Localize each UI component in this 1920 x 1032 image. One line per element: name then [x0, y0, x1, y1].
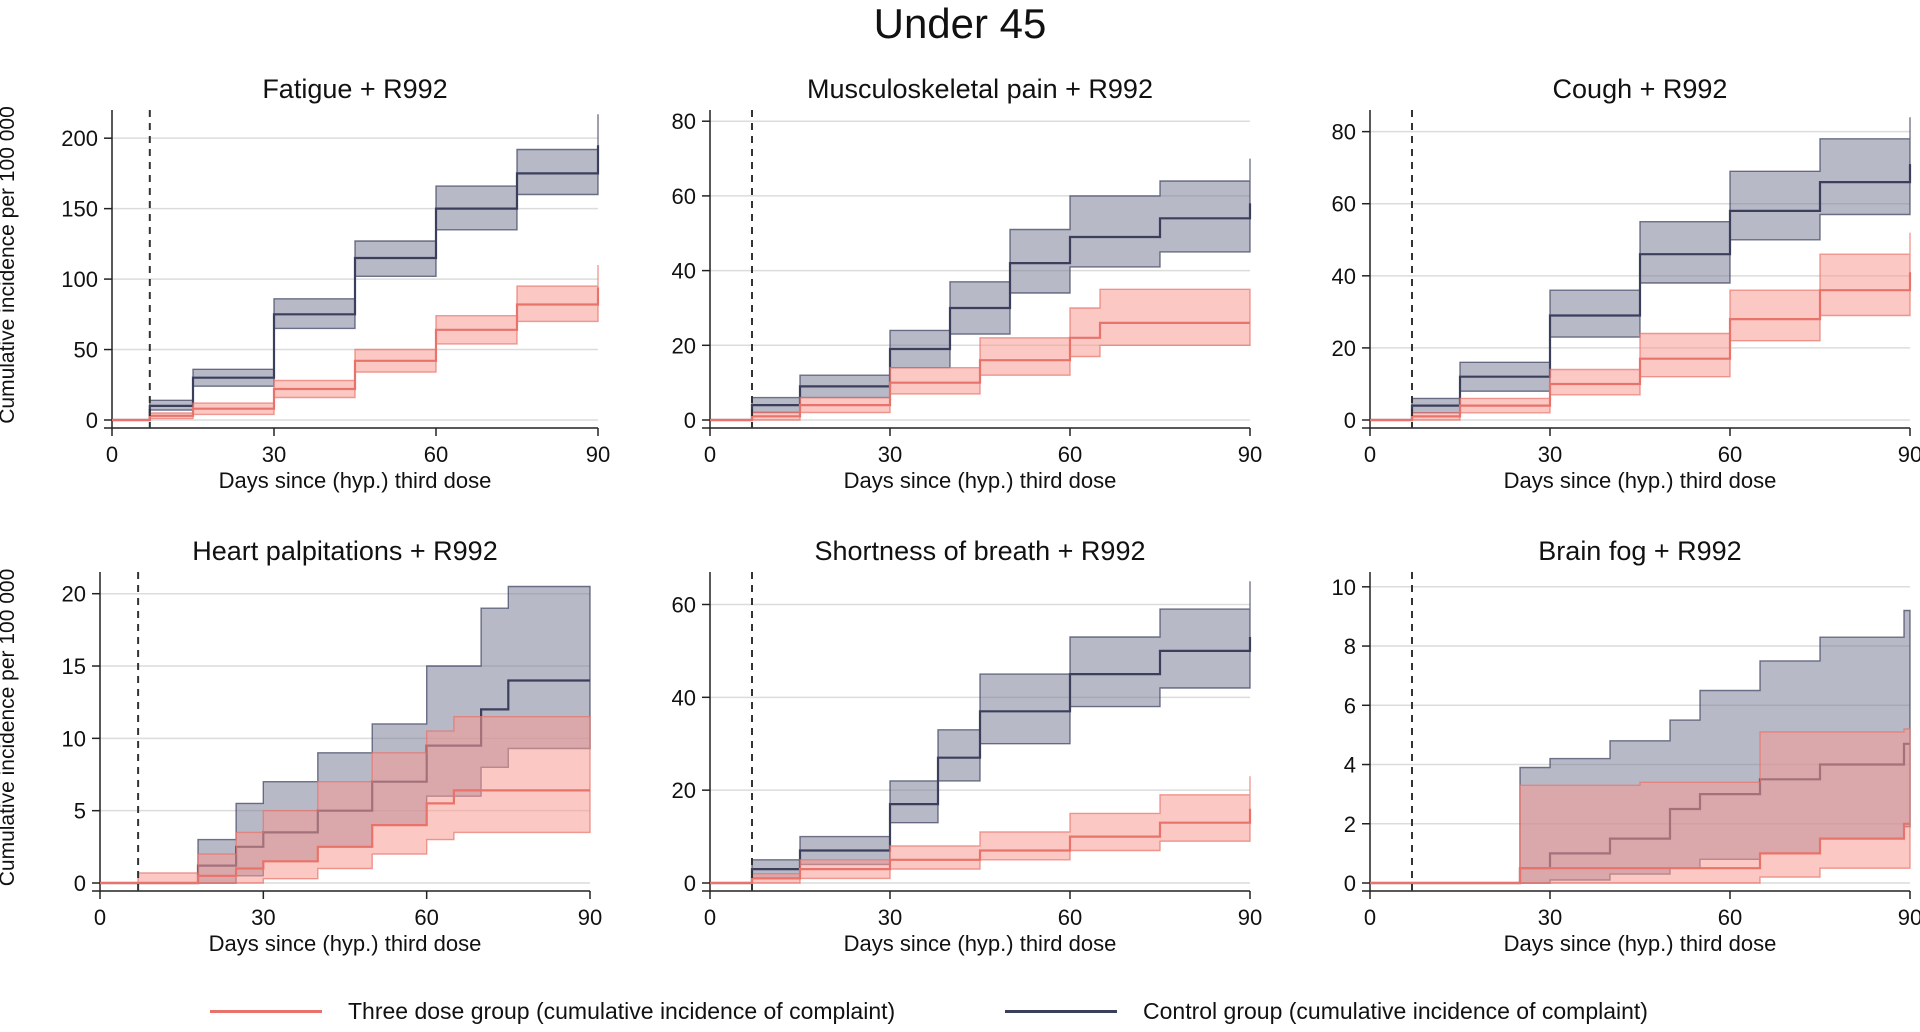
x-axis-label: Days since (hyp.) third dose — [219, 468, 492, 493]
y-tick-label: 10 — [62, 726, 86, 751]
y-tick-label: 60 — [672, 184, 696, 209]
x-tick-label: 0 — [1364, 442, 1376, 467]
x-tick-label: 0 — [704, 442, 716, 467]
x-axis-label: Days since (hyp.) third dose — [1504, 931, 1777, 956]
legend-label-control: Control group (cumulative incidence of c… — [1143, 998, 1648, 1024]
x-tick-label: 0 — [704, 905, 716, 930]
x-tick-label: 30 — [1538, 442, 1562, 467]
y-tick-label: 6 — [1344, 693, 1356, 718]
x-tick-label: 90 — [1898, 905, 1920, 930]
ci-band-three-dose — [710, 776, 1251, 884]
y-tick-label: 60 — [1332, 192, 1356, 217]
panel-title: Shortness of breath + R992 — [815, 536, 1146, 566]
x-tick-label: 90 — [1898, 442, 1920, 467]
y-axis-label: Cumulative incidence per 100 000 — [0, 106, 19, 424]
y-tick-label: 20 — [672, 778, 696, 803]
ci-band-three-dose — [100, 716, 591, 884]
y-tick-label: 60 — [672, 592, 696, 617]
series-line-control — [710, 203, 1252, 422]
legend-item-three-dose: Three dose group (cumulative incidence o… — [210, 998, 895, 1025]
y-tick-label: 0 — [1344, 871, 1356, 896]
panel-title: Heart palpitations + R992 — [192, 536, 497, 566]
y-tick-label: 10 — [1332, 575, 1356, 600]
y-tick-label: 20 — [1332, 336, 1356, 361]
y-tick-label: 2 — [1344, 812, 1356, 837]
figure-title: Under 45 — [873, 0, 1047, 47]
x-tick-label: 90 — [1238, 442, 1262, 467]
y-tick-label: 0 — [1344, 408, 1356, 433]
y-axis-label: Cumulative incidence per 100 000 — [0, 569, 19, 887]
panel-2: 0 20 40 60 80 0 30 60 90 Days since (hyp.) third … — [672, 74, 1263, 493]
x-tick-label: 60 — [414, 905, 438, 930]
panel-title: Brain fog + R992 — [1538, 536, 1741, 566]
panel-3: 0 20 40 60 80 0 30 60 90 Days since (hyp.) third … — [1332, 74, 1920, 493]
legend: Three dose group (cumulative incidence o… — [0, 998, 1920, 1032]
legend-label-three-dose: Three dose group (cumulative incidence o… — [348, 998, 896, 1024]
y-tick-label: 0 — [684, 408, 696, 433]
y-tick-label: 150 — [61, 197, 98, 222]
x-tick-label: 0 — [1364, 905, 1376, 930]
series-line-control — [112, 145, 600, 422]
series-line-three-dose — [710, 321, 1250, 422]
x-tick-label: 60 — [1718, 442, 1742, 467]
series-line-control — [1370, 164, 1912, 422]
x-tick-label: 30 — [262, 442, 286, 467]
series-line-three-dose — [112, 287, 600, 422]
y-tick-label: 0 — [684, 871, 696, 896]
panel-title: Cough + R992 — [1553, 74, 1728, 104]
y-tick-label: 40 — [672, 259, 696, 284]
x-tick-label: 60 — [1058, 442, 1082, 467]
y-tick-label: 20 — [62, 582, 86, 607]
x-tick-label: 30 — [1538, 905, 1562, 930]
panel-5: 0 20 40 60 0 30 60 90 Days since (hyp.) third do… — [672, 536, 1263, 956]
y-tick-label: 50 — [74, 338, 98, 363]
y-tick-label: 80 — [1332, 120, 1356, 145]
y-tick-label: 0 — [86, 408, 98, 433]
panel-6: 0 2 4 6 8 10 0 30 60 90 Days since (hyp.) third do… — [1332, 536, 1920, 956]
x-tick-label: 90 — [1238, 905, 1262, 930]
panel-4: 0 5 10 15 20 0 30 60 90 Days since (hyp.) third d… — [0, 536, 602, 956]
x-tick-label: 0 — [106, 442, 118, 467]
panel-title: Fatigue + R992 — [262, 74, 447, 104]
legend-item-control: Control group (cumulative incidence of c… — [1005, 998, 1648, 1025]
y-tick-label: 15 — [62, 654, 86, 679]
legend-line-control — [1005, 1010, 1117, 1013]
series-line-three-dose — [710, 808, 1252, 885]
y-tick-label: 5 — [74, 799, 86, 824]
y-tick-label: 4 — [1344, 753, 1356, 778]
y-tick-label: 200 — [61, 126, 98, 151]
series-line-three-dose — [100, 789, 590, 885]
x-tick-label: 30 — [251, 905, 275, 930]
y-tick-label: 20 — [672, 333, 696, 358]
y-tick-label: 8 — [1344, 634, 1356, 659]
x-tick-label: 90 — [578, 905, 602, 930]
x-tick-label: 30 — [878, 905, 902, 930]
x-axis-label: Days since (hyp.) third dose — [844, 931, 1117, 956]
panel-title: Musculoskeletal pain + R992 — [807, 74, 1153, 104]
y-tick-label: 100 — [61, 267, 98, 292]
series-line-control — [710, 637, 1252, 885]
x-tick-label: 60 — [1058, 905, 1082, 930]
series-line-three-dose — [1370, 822, 1910, 885]
legend-line-three-dose — [210, 1010, 322, 1013]
x-axis-label: Days since (hyp.) third dose — [209, 931, 482, 956]
x-axis-label: Days since (hyp.) third dose — [1504, 468, 1777, 493]
series-line-three-dose — [1370, 272, 1912, 422]
x-tick-label: 0 — [94, 905, 106, 930]
x-tick-label: 60 — [1718, 905, 1742, 930]
x-tick-label: 30 — [878, 442, 902, 467]
y-tick-label: 40 — [1332, 264, 1356, 289]
y-tick-label: 40 — [672, 685, 696, 710]
x-axis-label: Days since (hyp.) third dose — [844, 468, 1117, 493]
x-tick-label: 60 — [424, 442, 448, 467]
panel-1: 0 50 100 150 200 0 30 60 90 Days since (hyp.) thi… — [0, 74, 610, 493]
x-tick-label: 90 — [586, 442, 610, 467]
y-tick-label: 80 — [672, 109, 696, 134]
ci-band-three-dose — [1370, 728, 1911, 884]
y-tick-label: 0 — [74, 871, 86, 896]
